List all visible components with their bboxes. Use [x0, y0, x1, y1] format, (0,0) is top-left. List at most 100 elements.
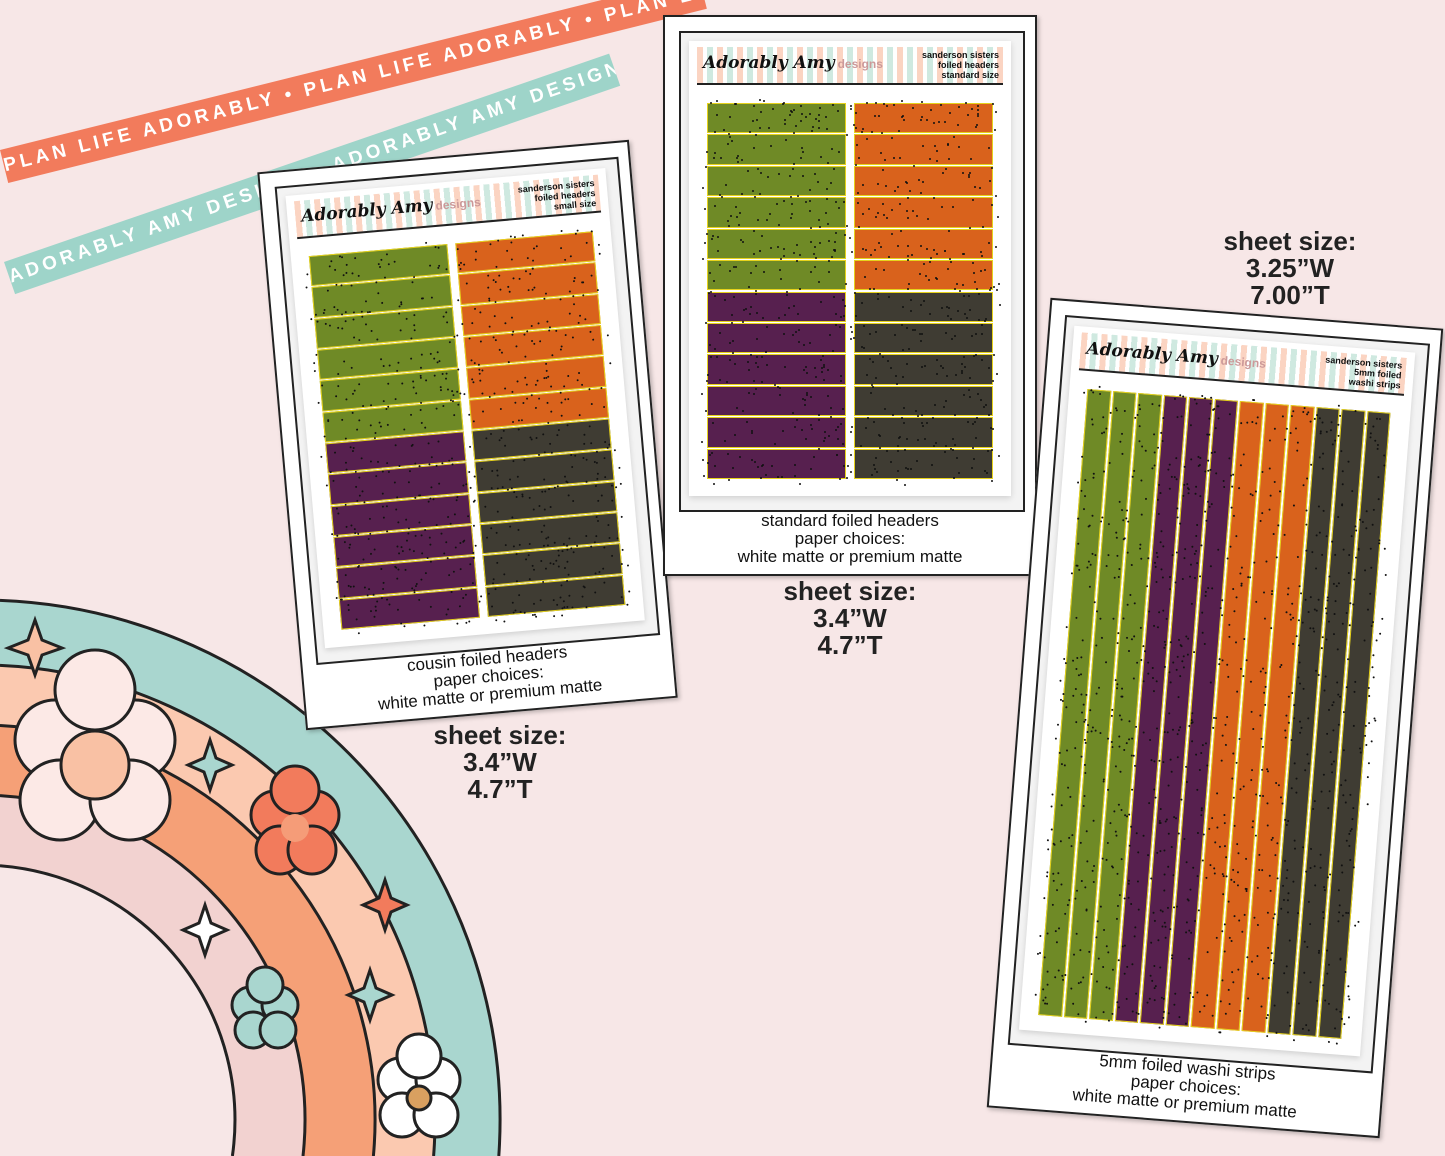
speckle [798, 287, 801, 290]
speckle [1100, 636, 1103, 639]
speckle [1336, 648, 1339, 651]
speckle [1176, 732, 1179, 735]
speckle [793, 474, 796, 477]
speckle [737, 155, 740, 158]
header-sticker [854, 134, 993, 165]
speckle [903, 421, 906, 424]
speckle [736, 215, 739, 218]
speckle [936, 372, 939, 375]
speckle [1263, 617, 1266, 620]
speckle [419, 374, 422, 377]
speckle [380, 301, 384, 304]
speckle [1182, 654, 1185, 658]
speckle [1265, 560, 1268, 563]
speckle [548, 442, 551, 445]
speckle [1260, 737, 1263, 740]
speckle [795, 418, 798, 421]
speckle [945, 399, 948, 402]
speckle [512, 459, 515, 463]
speckle [470, 321, 473, 325]
speckle [1226, 663, 1229, 666]
speckle [494, 265, 498, 268]
speckle [701, 257, 704, 260]
speckle [1206, 950, 1209, 953]
speckle [818, 127, 820, 130]
speckle [546, 375, 550, 378]
speckle [926, 422, 929, 425]
speckle [960, 369, 963, 372]
speckle [949, 260, 952, 263]
speckle [1297, 619, 1300, 622]
speckle [1237, 487, 1240, 490]
speckle [924, 438, 927, 440]
speckle [923, 300, 926, 303]
speckle [1241, 674, 1245, 677]
speckle [799, 157, 802, 160]
speckle [1167, 1011, 1170, 1014]
speckle [314, 370, 317, 373]
speckle [932, 122, 935, 125]
speckle [735, 205, 738, 208]
speckle [1286, 593, 1289, 596]
speckle [825, 127, 828, 130]
speckle [510, 316, 513, 319]
speckle [326, 418, 329, 421]
speckle [518, 543, 521, 546]
speckle [576, 378, 579, 381]
speckle [805, 366, 808, 369]
speckle [1178, 522, 1182, 525]
speckle [738, 223, 741, 226]
speckle [1209, 396, 1212, 399]
speckle [711, 235, 714, 238]
speckle [1071, 571, 1074, 574]
speckle [1171, 728, 1174, 731]
speckle [984, 268, 987, 271]
speckle [1279, 907, 1282, 910]
speckle [741, 159, 744, 162]
speckle [813, 252, 816, 255]
speckle [417, 494, 420, 497]
header-sticker [707, 103, 846, 134]
speckle [760, 172, 763, 175]
speckle [888, 296, 891, 299]
speckle [1107, 522, 1110, 526]
speckle [905, 362, 908, 365]
speckle [550, 353, 553, 357]
speckle [409, 413, 413, 416]
speckle [597, 243, 601, 246]
speckle [861, 248, 864, 251]
speckle [890, 208, 893, 211]
speckle [1224, 1012, 1227, 1015]
speckle [907, 287, 910, 290]
speckle [748, 368, 751, 371]
speckle [922, 424, 925, 427]
speckle [1237, 737, 1241, 740]
speckle [768, 127, 771, 130]
speckle [838, 207, 841, 210]
flower-icon [249, 764, 341, 876]
speckle [801, 428, 804, 431]
speckle [457, 263, 460, 266]
speckle [1303, 940, 1306, 943]
speckle [817, 413, 820, 416]
header-sticker [707, 417, 846, 448]
speckle [1123, 536, 1126, 539]
speckle [875, 377, 878, 380]
speckle [726, 452, 729, 455]
speckle [559, 596, 562, 599]
speckle [385, 530, 389, 533]
speckle [802, 368, 805, 371]
speckle [547, 487, 551, 490]
speckle [983, 470, 986, 473]
speckle [1071, 1002, 1074, 1005]
speckle [836, 453, 839, 456]
speckle [742, 409, 745, 412]
speckle [1087, 950, 1090, 953]
speckle [874, 101, 877, 104]
sheet-washi-strips: Adorably Amy designs sanderson sisters 5mm… [986, 297, 1444, 1139]
speckle [876, 182, 879, 185]
speckle [1116, 904, 1119, 907]
speckle [393, 481, 396, 484]
speckle [1298, 682, 1301, 685]
speckle [1260, 869, 1264, 872]
